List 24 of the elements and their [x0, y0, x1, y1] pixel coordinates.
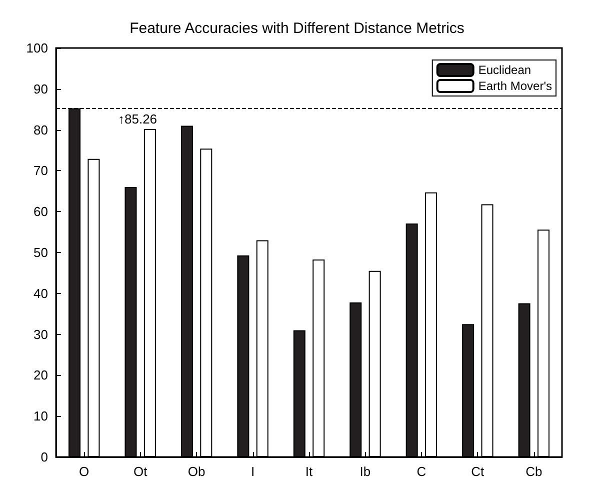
- y-tick-label: 100: [26, 40, 48, 56]
- y-tick-label: 20: [34, 368, 48, 383]
- y-tick-label: 90: [34, 81, 48, 96]
- y-tick-label: 60: [34, 204, 48, 220]
- y-tick-label: 0: [40, 450, 48, 464]
- x-tick-label: C: [416, 464, 426, 479]
- x-tick-label: Cb: [526, 464, 542, 479]
- ref-line-label: ↑85.26: [118, 111, 158, 126]
- chart-title: Feature Accuracies with Different Distance Metrics: [130, 20, 464, 37]
- x-tick-label: Ct: [471, 464, 485, 479]
- legend-label: Euclidean: [478, 63, 532, 77]
- x-tick-label: Ot: [133, 464, 148, 479]
- y-tick-label: 40: [34, 286, 48, 301]
- x-tick-label: It: [305, 464, 313, 479]
- x-tick-label: I: [250, 464, 255, 479]
- x-tick-label: Ib: [360, 464, 371, 479]
- y-tick-label: 50: [34, 245, 48, 260]
- y-tick-label: 80: [34, 122, 48, 138]
- y-tick-label: 10: [34, 408, 48, 424]
- y-tick-label: 70: [34, 163, 48, 178]
- y-tick-label: 30: [34, 326, 48, 342]
- x-tick-label: Ob: [188, 464, 206, 479]
- legend-label: Earth Mover's: [478, 79, 552, 93]
- x-tick-label: O: [79, 464, 90, 479]
